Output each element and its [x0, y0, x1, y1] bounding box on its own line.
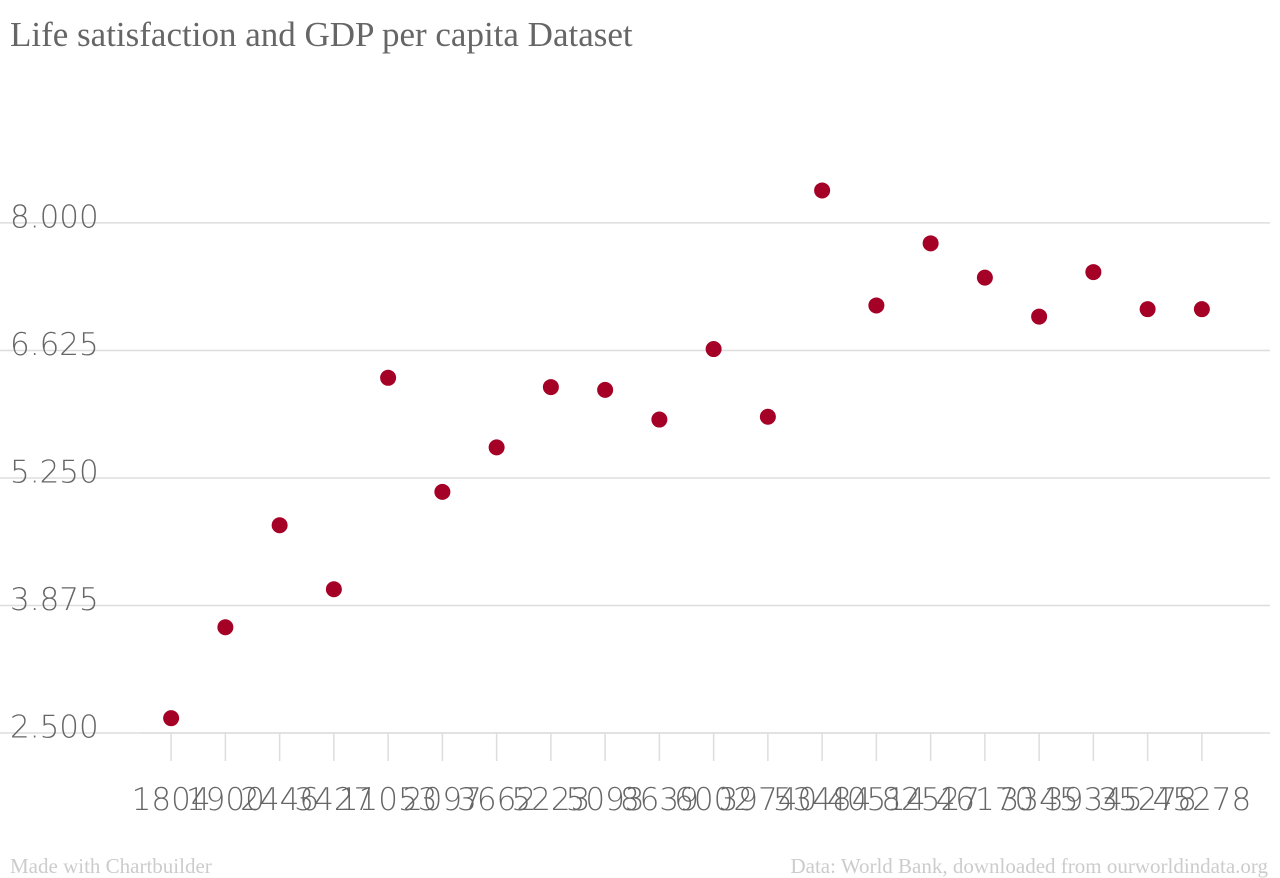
- y-tick-label: 5.250: [10, 454, 99, 490]
- point: [217, 619, 234, 636]
- point: [542, 379, 559, 396]
- x-tick-label: 1900: [186, 782, 265, 818]
- point: [1139, 301, 1156, 318]
- y-tick-label: 3.875: [10, 582, 99, 618]
- footer-source: Data: World Bank, downloaded from ourwor…: [790, 854, 1268, 878]
- point: [434, 483, 451, 500]
- chart-title: Life satisfaction and GDP per capita Dat…: [10, 15, 633, 54]
- point: [814, 182, 831, 199]
- x-tick-label: 53484: [773, 782, 872, 818]
- point: [868, 297, 885, 314]
- y-tick-label: 2.500: [10, 710, 99, 746]
- point: [705, 341, 722, 358]
- point: [1193, 301, 1210, 318]
- x-tick-label: 45278: [1153, 782, 1252, 818]
- x-tick-label: 6002: [674, 782, 753, 818]
- point: [597, 381, 614, 398]
- x-tick-label: 5223: [511, 782, 590, 818]
- y-tick-label: 6.625: [10, 327, 99, 363]
- x-tick-label: 2097: [403, 782, 482, 818]
- x-tick-label: 40514: [827, 782, 926, 818]
- x-tick-label: 35278: [1098, 782, 1197, 818]
- point: [759, 408, 776, 425]
- point: [1085, 264, 1102, 281]
- point: [976, 269, 993, 286]
- x-tick-label: 1804: [132, 782, 211, 818]
- x-tick-label: 5093: [566, 782, 645, 818]
- footer-credit: Made with Chartbuilder: [10, 854, 212, 878]
- x-tick-label: 11053: [339, 782, 438, 818]
- point: [325, 581, 342, 598]
- x-tick-label: 8639: [620, 782, 699, 818]
- y-tick-label: 8.000: [10, 199, 99, 235]
- x-tick-label: 39740: [719, 782, 818, 818]
- point: [651, 411, 668, 428]
- x-tick-label: 2446: [240, 782, 319, 818]
- point: [1031, 308, 1048, 325]
- x-tick-label: 3662: [457, 782, 536, 818]
- point: [488, 439, 505, 456]
- x-tick-label: 46170: [936, 782, 1035, 818]
- point: [271, 517, 288, 534]
- point: [163, 710, 180, 727]
- x-tick-label: 3345: [1000, 782, 1079, 818]
- x-tick-label: 3427: [294, 782, 373, 818]
- x-tick-label: 39345: [1044, 782, 1143, 818]
- point: [380, 369, 397, 386]
- x-tick-label: 82527: [881, 782, 980, 818]
- point: [922, 235, 939, 252]
